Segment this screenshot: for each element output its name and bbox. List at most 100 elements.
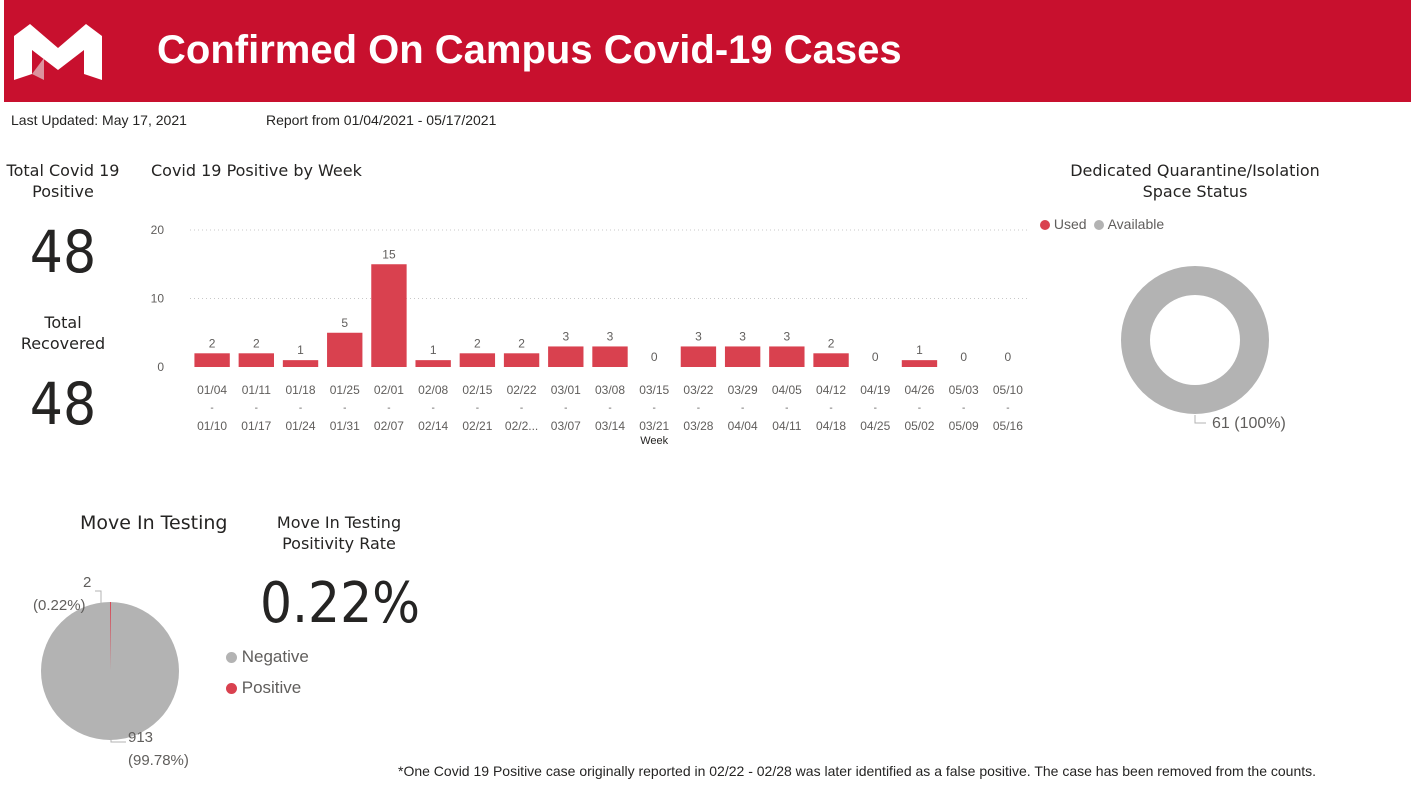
bar-data-label: 3 bbox=[607, 329, 614, 343]
bar-data-label: 2 bbox=[474, 336, 481, 350]
x-tick-separator: - bbox=[829, 403, 832, 414]
x-tick-label: 01/31 bbox=[330, 419, 360, 433]
move-in-testing-title: Move In Testing bbox=[80, 512, 228, 534]
x-tick-label: 05/09 bbox=[949, 419, 979, 433]
bar-data-label: 0 bbox=[960, 350, 967, 364]
x-tick-label: 05/16 bbox=[993, 419, 1023, 433]
pie-leader-line bbox=[110, 736, 126, 743]
x-tick-label: 04/26 bbox=[904, 383, 934, 397]
x-tick-label: 01/04 bbox=[197, 383, 227, 397]
bar bbox=[813, 353, 849, 367]
positive-count-label: 2 bbox=[83, 574, 92, 591]
x-tick-label: 02/2... bbox=[505, 419, 538, 433]
x-tick-label: 04/18 bbox=[816, 419, 846, 433]
x-tick-label: 02/08 bbox=[418, 383, 448, 397]
bar bbox=[194, 353, 230, 367]
bar-data-label: 3 bbox=[562, 329, 569, 343]
x-tick-separator: - bbox=[476, 403, 479, 414]
x-tick-label: 01/18 bbox=[286, 383, 316, 397]
x-tick-separator: - bbox=[608, 403, 611, 414]
weekly-positive-bar-chart: 01020201/04-01/10201/11-01/17101/18-01/2… bbox=[151, 223, 1030, 447]
bar bbox=[327, 332, 363, 367]
bar-data-label: 1 bbox=[297, 343, 304, 357]
x-tick-label: 01/24 bbox=[286, 419, 316, 433]
x-tick-label: 05/02 bbox=[904, 419, 934, 433]
x-tick-label: 01/17 bbox=[241, 419, 271, 433]
x-tick-label: 03/29 bbox=[728, 383, 758, 397]
used-legend-dot-icon bbox=[1040, 220, 1050, 231]
bar bbox=[371, 264, 407, 367]
quarantine-donut-chart bbox=[1121, 266, 1269, 424]
x-tick-separator: - bbox=[962, 403, 965, 414]
quarantine-chart-title: Dedicated Quarantine/Isolation Space Sta… bbox=[1070, 161, 1320, 201]
bar bbox=[459, 353, 496, 367]
pie-leader-line bbox=[95, 590, 102, 603]
x-tick-label: 02/21 bbox=[462, 419, 492, 433]
positivity-rate-value: 0.22% bbox=[259, 571, 420, 636]
bar-chart-title: Covid 19 Positive by Week bbox=[151, 161, 362, 180]
move-in-testing-pie-chart bbox=[41, 590, 179, 743]
x-tick-separator: - bbox=[520, 403, 523, 414]
x-tick-label: 04/25 bbox=[860, 419, 890, 433]
x-tick-separator: - bbox=[387, 403, 390, 414]
x-tick-separator: - bbox=[785, 403, 788, 414]
legend-used-label: Used bbox=[1053, 216, 1087, 232]
last-updated-text: Last Updated: May 17, 2021 bbox=[11, 112, 187, 128]
x-tick-separator: - bbox=[255, 403, 258, 414]
header-banner bbox=[4, 0, 1411, 102]
x-tick-separator: - bbox=[210, 403, 213, 414]
bar-data-label: 0 bbox=[651, 350, 658, 364]
x-tick-separator: - bbox=[874, 403, 877, 414]
x-tick-label: 04/12 bbox=[816, 383, 846, 397]
positive-pct-label: (0.22%) bbox=[33, 597, 86, 614]
quarantine-legend: Used Available bbox=[1040, 216, 1164, 232]
legend-positive-label: Positive bbox=[241, 678, 302, 697]
report-range-text: Report from 01/04/2021 - 05/17/2021 bbox=[266, 112, 497, 128]
negative-count-label: 913 bbox=[128, 729, 154, 746]
x-tick-separator: - bbox=[653, 403, 656, 414]
bar-data-label: 15 bbox=[382, 247, 396, 261]
total-positive-label: Total Covid 19 Positive bbox=[6, 161, 120, 201]
bar-data-label: 3 bbox=[695, 329, 702, 343]
footnote: *One Covid 19 Positive case originally r… bbox=[398, 763, 1317, 779]
bar-data-label: 5 bbox=[341, 316, 348, 330]
positivity-rate-label: Move In Testing Positivity Rate bbox=[276, 513, 402, 553]
available-legend-dot-icon bbox=[1094, 220, 1105, 231]
x-tick-separator: - bbox=[564, 403, 567, 414]
bar-data-label: 2 bbox=[253, 336, 260, 350]
bar bbox=[238, 353, 274, 367]
bar-data-label: 1 bbox=[916, 343, 923, 357]
bar-data-label: 2 bbox=[828, 336, 835, 350]
x-tick-label: 03/28 bbox=[683, 419, 713, 433]
total-recovered-label: Total Recovered bbox=[20, 313, 106, 353]
x-tick-label: 02/22 bbox=[507, 383, 537, 397]
x-tick-label: 02/07 bbox=[374, 419, 404, 433]
x-tick-separator: - bbox=[918, 403, 921, 414]
bar bbox=[680, 346, 717, 367]
bar bbox=[592, 346, 628, 367]
x-tick-label: 01/10 bbox=[197, 419, 227, 433]
bar-data-label: 3 bbox=[783, 329, 790, 343]
x-tick-label: 04/19 bbox=[860, 383, 890, 397]
pie-slice-positive bbox=[110, 602, 111, 671]
total-recovered-value: 48 bbox=[29, 370, 97, 438]
m-logo-icon bbox=[14, 24, 102, 80]
x-tick-separator: - bbox=[1006, 403, 1009, 414]
bar-data-label: 1 bbox=[430, 343, 437, 357]
donut-data-label: 61 (100%) bbox=[1212, 415, 1286, 432]
x-tick-label: 04/11 bbox=[772, 419, 801, 433]
total-positive-value: 48 bbox=[29, 218, 97, 286]
x-tick-label: 05/03 bbox=[949, 383, 979, 397]
x-tick-separator: - bbox=[343, 403, 346, 414]
x-tick-separator: - bbox=[299, 403, 302, 414]
x-tick-label: 04/05 bbox=[772, 383, 802, 397]
y-tick-label: 10 bbox=[151, 292, 165, 306]
y-tick-label: 0 bbox=[157, 360, 164, 374]
positive-legend-dot-icon bbox=[226, 683, 237, 695]
donut-slice bbox=[1121, 266, 1269, 414]
x-tick-label: 03/08 bbox=[595, 383, 625, 397]
legend-positive: Positive bbox=[226, 678, 301, 698]
page-title: Confirmed On Campus Covid-19 Cases bbox=[157, 28, 902, 72]
bar bbox=[769, 346, 805, 367]
x-tick-label: 03/21 bbox=[639, 419, 669, 433]
